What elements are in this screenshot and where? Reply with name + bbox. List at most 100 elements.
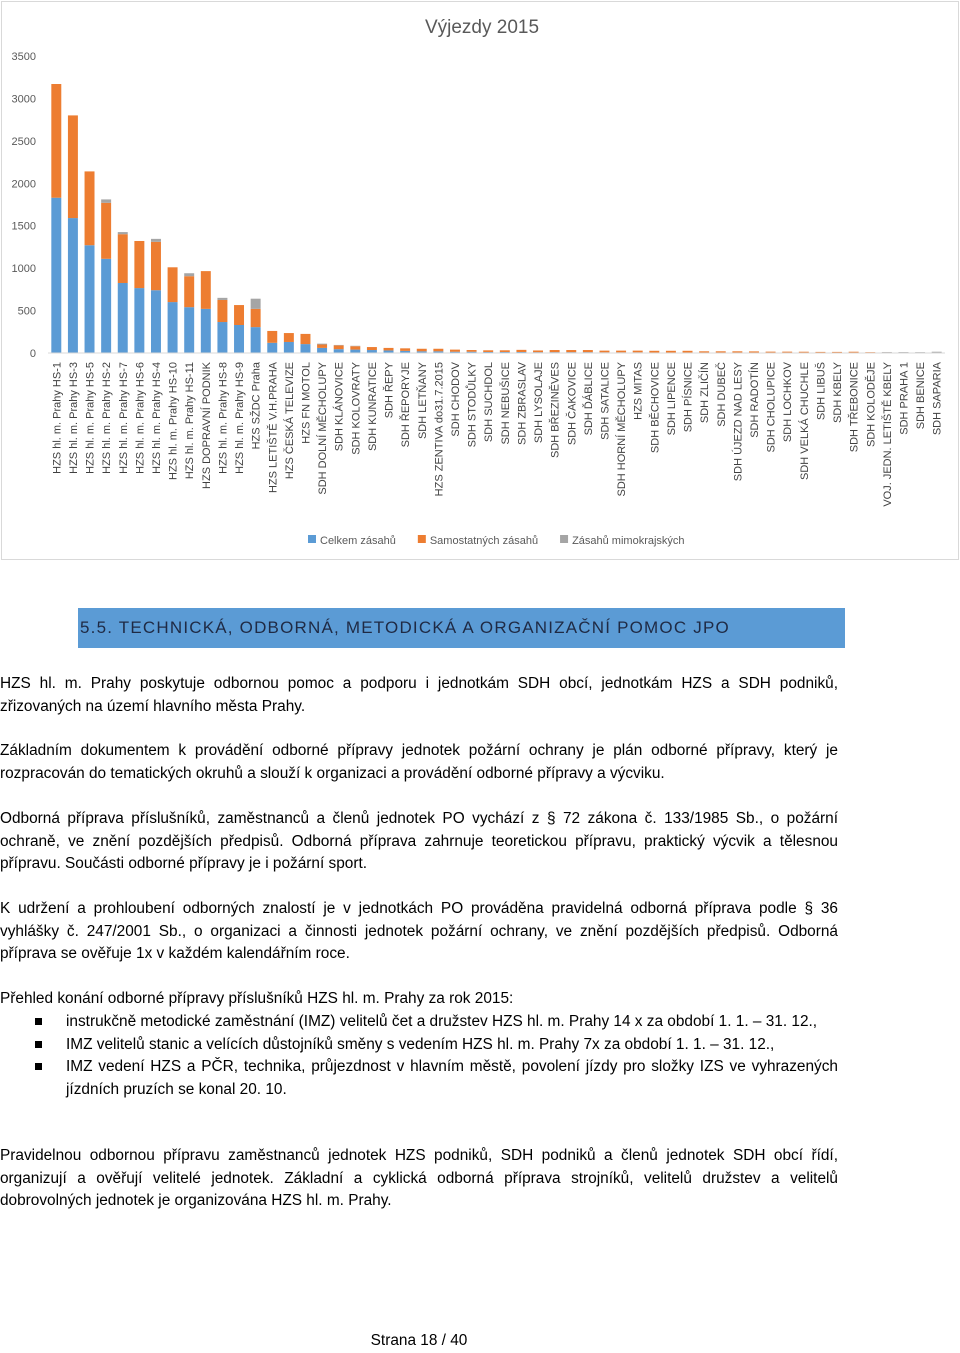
bar-segment <box>466 351 477 353</box>
bar-segment <box>101 202 112 259</box>
bar-segment <box>317 343 328 345</box>
x-tick-label: HZS hl. m. Prahy HS-9 <box>234 362 246 474</box>
x-tick-label: SDH SATALICE <box>599 362 611 440</box>
bar-segment <box>599 350 610 353</box>
chart-title: Výjezdy 2015 <box>425 17 539 38</box>
x-tick-label: HZS SŽDC Praha <box>250 361 263 449</box>
bar-segment <box>184 276 195 308</box>
section-heading: 5.5. TECHNICKÁ, ODBORNÁ, METODICKÁ A ORG… <box>78 608 845 648</box>
legend-swatch <box>417 535 426 543</box>
x-tick-label: HZS hl. m. Prahy HS-6 <box>134 362 146 474</box>
bar-segment <box>117 232 128 235</box>
bar-segment <box>283 333 294 342</box>
x-tick-label: SDH KLÁNOVICE <box>333 362 346 451</box>
y-tick-label: 1500 <box>12 221 36 233</box>
bar-segment <box>117 282 128 353</box>
paragraph: K udržení a prohloubení odborných znalos… <box>0 900 838 962</box>
page-footer: Strana 18 / 40 <box>370 1332 468 1349</box>
bar-segment <box>250 308 261 328</box>
bar-segment <box>732 351 743 353</box>
x-tick-label: HZS ZENTIVA do31.7.2015 <box>433 362 445 496</box>
x-tick-label: SDH ÚJEZD NAD LESY <box>731 361 744 481</box>
bar-segment <box>67 218 78 353</box>
bar-segment <box>516 349 527 352</box>
bar-segment <box>200 308 211 353</box>
bar-segment <box>582 350 593 353</box>
x-tick-label: HZS hl. m. Prahy HS-8 <box>217 362 229 474</box>
bar-segment <box>150 241 161 291</box>
x-tick-label: SDH NEBUŠICE <box>499 362 512 445</box>
legend-swatch <box>560 535 569 543</box>
bar-segment <box>350 346 361 350</box>
x-tick-label: HZS FN MOTOL <box>300 362 312 444</box>
y-tick-label: 500 <box>18 306 36 318</box>
bar-segment <box>931 351 942 353</box>
bar-segment <box>184 273 195 277</box>
bar-segment <box>184 307 195 353</box>
bar-segment <box>51 197 62 353</box>
bar-segment <box>533 350 544 353</box>
x-tick-label: SDH HORNÍ MĚCHOLUPY <box>615 361 628 496</box>
bar-segment <box>832 351 843 353</box>
bar-segment <box>483 350 494 352</box>
bar-segment <box>150 290 161 353</box>
bar-segment <box>449 351 460 353</box>
bar-segment <box>449 349 460 352</box>
chart-frame <box>1 1 959 560</box>
bar-segment <box>234 324 245 353</box>
bar-segment <box>865 352 876 353</box>
bar-segment <box>217 299 228 323</box>
bar-segment <box>566 350 577 353</box>
bar-segment <box>433 351 444 353</box>
x-tick-label: SDH BĚCHOVICE <box>648 362 661 453</box>
x-tick-label: SDH ZLIČÍN <box>698 362 711 423</box>
bar-segment <box>317 344 328 348</box>
x-tick-label: SDH LOCHKOV <box>782 361 794 442</box>
bar-segment <box>366 347 377 351</box>
x-tick-label: SDH PÍSNICE <box>682 362 695 432</box>
paragraph: HZS hl. m. Prahy poskytuje odbornou pomo… <box>0 675 838 715</box>
x-tick-label: HZS hl. m. Prahy HS-11 <box>184 362 196 479</box>
x-tick-label: SDH VELKÁ CHUCHLE <box>798 362 811 480</box>
x-tick-label: SDH KBELY <box>832 361 844 423</box>
bar-segment <box>84 245 95 353</box>
x-tick-label: SDH LIPENCE <box>666 362 678 435</box>
bar-segment <box>649 350 660 353</box>
x-tick-label: SDH LYSOLAJE <box>533 362 545 443</box>
bar-segment <box>765 351 776 353</box>
y-tick-label: 3000 <box>12 93 36 105</box>
bullet-item: IMZ vedení HZS a PČR, technika, průjezdn… <box>35 1056 838 1101</box>
bar-segment <box>217 322 228 353</box>
y-tick-label: 3500 <box>12 51 36 63</box>
bar-segment <box>200 271 211 309</box>
x-tick-label: HZS hl. m. Prahy HS-10 <box>168 362 180 480</box>
y-tick-label: 2500 <box>12 136 36 148</box>
bar-segment <box>499 350 510 352</box>
bar-segment <box>350 349 361 353</box>
x-tick-label: HZS ČESKÁ TELEVIZE <box>283 362 296 479</box>
x-tick-label: HZS hl. m. Prahy HS-4 <box>151 362 163 474</box>
legend-swatch <box>308 535 316 543</box>
bar-segment <box>300 344 311 353</box>
bar-segment <box>682 350 693 353</box>
bar-segment <box>117 234 128 283</box>
bar-segment <box>101 199 112 203</box>
x-tick-label: HZS DOPRAVNÍ PODNIK <box>200 361 213 489</box>
x-tick-label: HZS MITAS <box>633 362 645 420</box>
bar-segment <box>167 267 178 303</box>
x-tick-label: HZS hl. m. Prahy HS-5 <box>85 362 97 474</box>
x-tick-label: HZS hl. m. Prahy HS-1 <box>51 362 63 474</box>
bullet-list: instrukčně metodické zaměstnání (IMZ) ve… <box>0 1011 838 1101</box>
bar-segment <box>466 350 477 352</box>
paragraph: Pravidelnou odbornou přípravu zaměstnanc… <box>0 1147 838 1209</box>
x-tick-label: SDH ŘEPORYJE <box>399 362 412 447</box>
bar-segment <box>134 240 145 289</box>
x-tick-label: SDH SUCHDOL <box>483 362 495 442</box>
x-tick-label: VOJ. JEDN. LETIŠTĚ KBELY <box>881 361 894 506</box>
bar-segment <box>366 350 377 353</box>
bar-segment <box>283 341 294 353</box>
bar-segment <box>815 351 826 353</box>
bar-segment <box>217 297 228 300</box>
x-tick-label: SDH LIBUŠ <box>814 362 827 420</box>
